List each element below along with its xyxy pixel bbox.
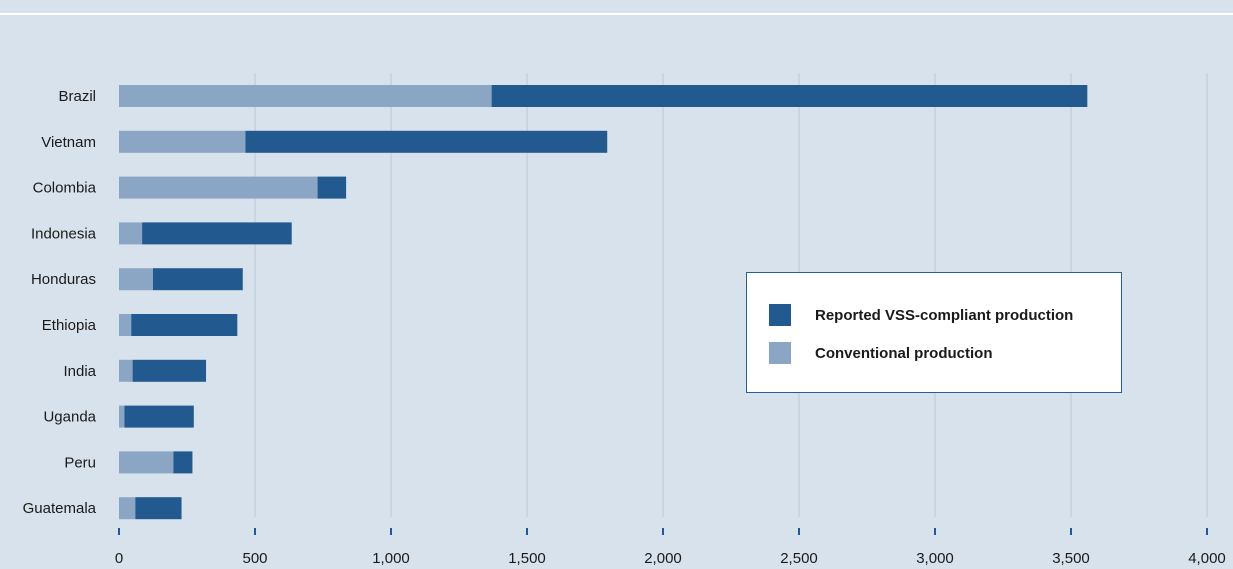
- bar-indonesia-vss: [142, 222, 292, 245]
- bar-colombia-conventional: [119, 176, 318, 199]
- x-tick-label-500: 500: [242, 550, 267, 567]
- category-label-guatemala: Guatemala: [23, 500, 97, 517]
- bar-peru-vss: [173, 451, 193, 474]
- x-tick-label-3000: 3,000: [916, 550, 954, 567]
- x-tick-label-3500: 3,500: [1052, 550, 1090, 567]
- x-tick-label-4000: 4,000: [1188, 550, 1226, 567]
- x-tick-label-1000: 1,000: [372, 550, 410, 567]
- x-tick-label-1500: 1,500: [508, 550, 546, 567]
- legend-swatch-conventional: [769, 342, 791, 364]
- bar-india-conventional: [119, 359, 133, 382]
- category-label-indonesia: Indonesia: [31, 225, 97, 242]
- category-label-ethiopia: Ethiopia: [42, 317, 97, 334]
- bars: [119, 85, 1088, 520]
- x-tick-label-2500: 2,500: [780, 550, 818, 567]
- legend-item-vss: Reported VSS-compliant production: [769, 304, 1073, 326]
- bar-vietnam-vss: [245, 130, 608, 153]
- bar-ethiopia-conventional: [119, 314, 132, 336]
- legend-label-vss: Reported VSS-compliant production: [815, 306, 1074, 324]
- category-label-colombia: Colombia: [33, 180, 97, 197]
- bar-honduras-vss: [153, 268, 243, 291]
- bar-vietnam-conventional: [119, 130, 246, 153]
- bar-guatemala-conventional: [119, 497, 136, 520]
- legend-swatch-vss: [769, 304, 791, 326]
- bar-brazil-conventional: [119, 85, 492, 107]
- x-axis: 0 500 1,000 1,500 2,000 2,500 3,000 3,500 4,000: [115, 528, 1226, 567]
- top-rule: [0, 13, 1233, 15]
- bar-honduras-conventional: [119, 268, 153, 291]
- bar-india-vss: [132, 359, 207, 382]
- legend: Reported VSS-compliant production Conven…: [746, 272, 1122, 393]
- category-label-vietnam: Vietnam: [41, 134, 96, 151]
- category-label-india: India: [63, 363, 96, 380]
- category-label-uganda: Uganda: [43, 409, 96, 426]
- bar-guatemala-vss: [135, 497, 182, 520]
- x-tick-label-2000: 2,000: [644, 550, 682, 567]
- category-label-brazil: Brazil: [58, 88, 96, 105]
- bar-indonesia-conventional: [119, 222, 143, 245]
- category-labels: Brazil Vietnam Colombia Indonesia Honduras Et…: [23, 88, 97, 517]
- legend-item-conventional: Conventional production: [769, 342, 993, 364]
- category-label-peru: Peru: [64, 454, 96, 471]
- category-label-honduras: Honduras: [31, 271, 96, 288]
- bar-ethiopia-vss: [131, 314, 238, 336]
- bar-colombia-vss: [317, 176, 347, 199]
- bar-brazil-vss: [491, 85, 1088, 107]
- bar-uganda-conventional: [119, 405, 125, 428]
- x-tick-label-0: 0: [115, 550, 123, 567]
- bar-peru-conventional: [119, 451, 174, 474]
- legend-label-conventional: Conventional production: [815, 344, 993, 362]
- bar-uganda-vss: [124, 405, 194, 428]
